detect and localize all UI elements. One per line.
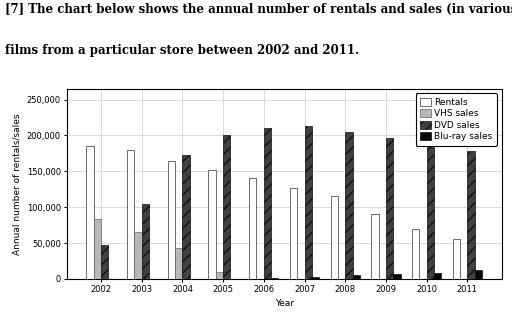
Y-axis label: Annual number of rentals/sales: Annual number of rentals/sales	[12, 113, 22, 255]
Bar	[208, 170, 216, 279]
Text: films from a particular store between 2002 and 2011.: films from a particular store between 20…	[5, 44, 359, 57]
Bar	[412, 229, 419, 279]
Text: [7] The chart below shows the annual number of rentals and sales (in various for: [7] The chart below shows the annual num…	[5, 3, 512, 16]
Bar	[87, 146, 94, 279]
Bar	[223, 135, 230, 279]
Bar	[386, 138, 393, 279]
Bar	[331, 197, 338, 279]
Bar	[264, 128, 271, 279]
Bar	[371, 214, 378, 279]
Bar	[434, 273, 441, 279]
Bar	[249, 178, 257, 279]
Bar	[305, 126, 312, 279]
Bar	[127, 150, 134, 279]
Bar	[467, 151, 475, 279]
Bar	[168, 160, 175, 279]
Bar	[453, 239, 460, 279]
Bar	[312, 277, 319, 279]
Bar	[182, 155, 190, 279]
Bar	[101, 245, 109, 279]
Bar	[475, 270, 482, 279]
Bar	[426, 146, 434, 279]
Bar	[290, 188, 297, 279]
Legend: Rentals, VHS sales, DVD sales, Blu-ray sales: Rentals, VHS sales, DVD sales, Blu-ray s…	[416, 93, 497, 146]
Bar	[393, 274, 400, 279]
Bar	[345, 132, 353, 279]
Bar	[216, 272, 223, 279]
Bar	[142, 204, 149, 279]
Bar	[271, 277, 279, 279]
Bar	[134, 232, 142, 279]
Bar	[353, 275, 360, 279]
X-axis label: Year: Year	[274, 299, 294, 308]
Bar	[94, 219, 101, 279]
Bar	[175, 248, 182, 279]
